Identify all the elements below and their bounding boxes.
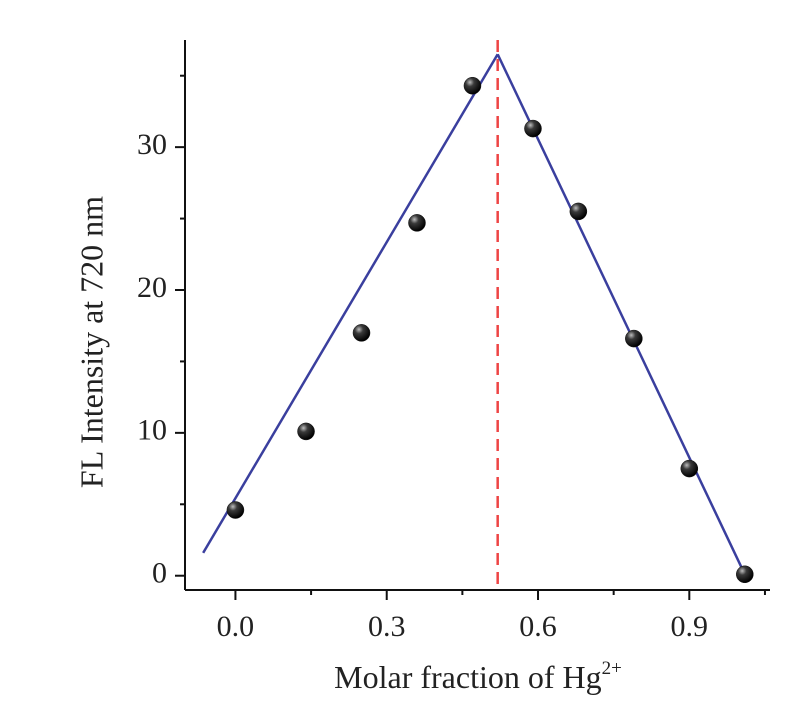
data-point [625,329,643,348]
data-point [736,565,754,584]
fit-line-falling [496,53,746,575]
y-tick-label: 0 [152,557,167,590]
x-axis-title-main: Molar fraction of Hg [334,659,601,695]
data-point [569,202,588,221]
y-tick-label: 20 [137,271,167,304]
data-point [297,422,315,441]
ticks [175,74,766,600]
x-tick-label: 0.9 [671,610,709,643]
data-point [408,214,426,232]
data-point [680,459,699,478]
fit-line-rising [202,53,499,554]
y-axis-title: FL Intensity at 720 nm [73,196,109,488]
y-tick-label: 30 [137,128,167,161]
data-point [226,501,245,519]
x-axis-title: Molar fraction of Hg2+ [334,658,622,695]
x-axis-title-superscript: 2+ [602,658,622,679]
y-tick-label: 10 [137,414,167,447]
x-tick-label: 0.0 [217,610,255,643]
x-tick-label: 0.6 [519,610,557,643]
x-tick-label: 0.3 [368,610,406,643]
data-point [352,324,371,342]
data-point [463,76,482,95]
data-point [524,119,542,138]
